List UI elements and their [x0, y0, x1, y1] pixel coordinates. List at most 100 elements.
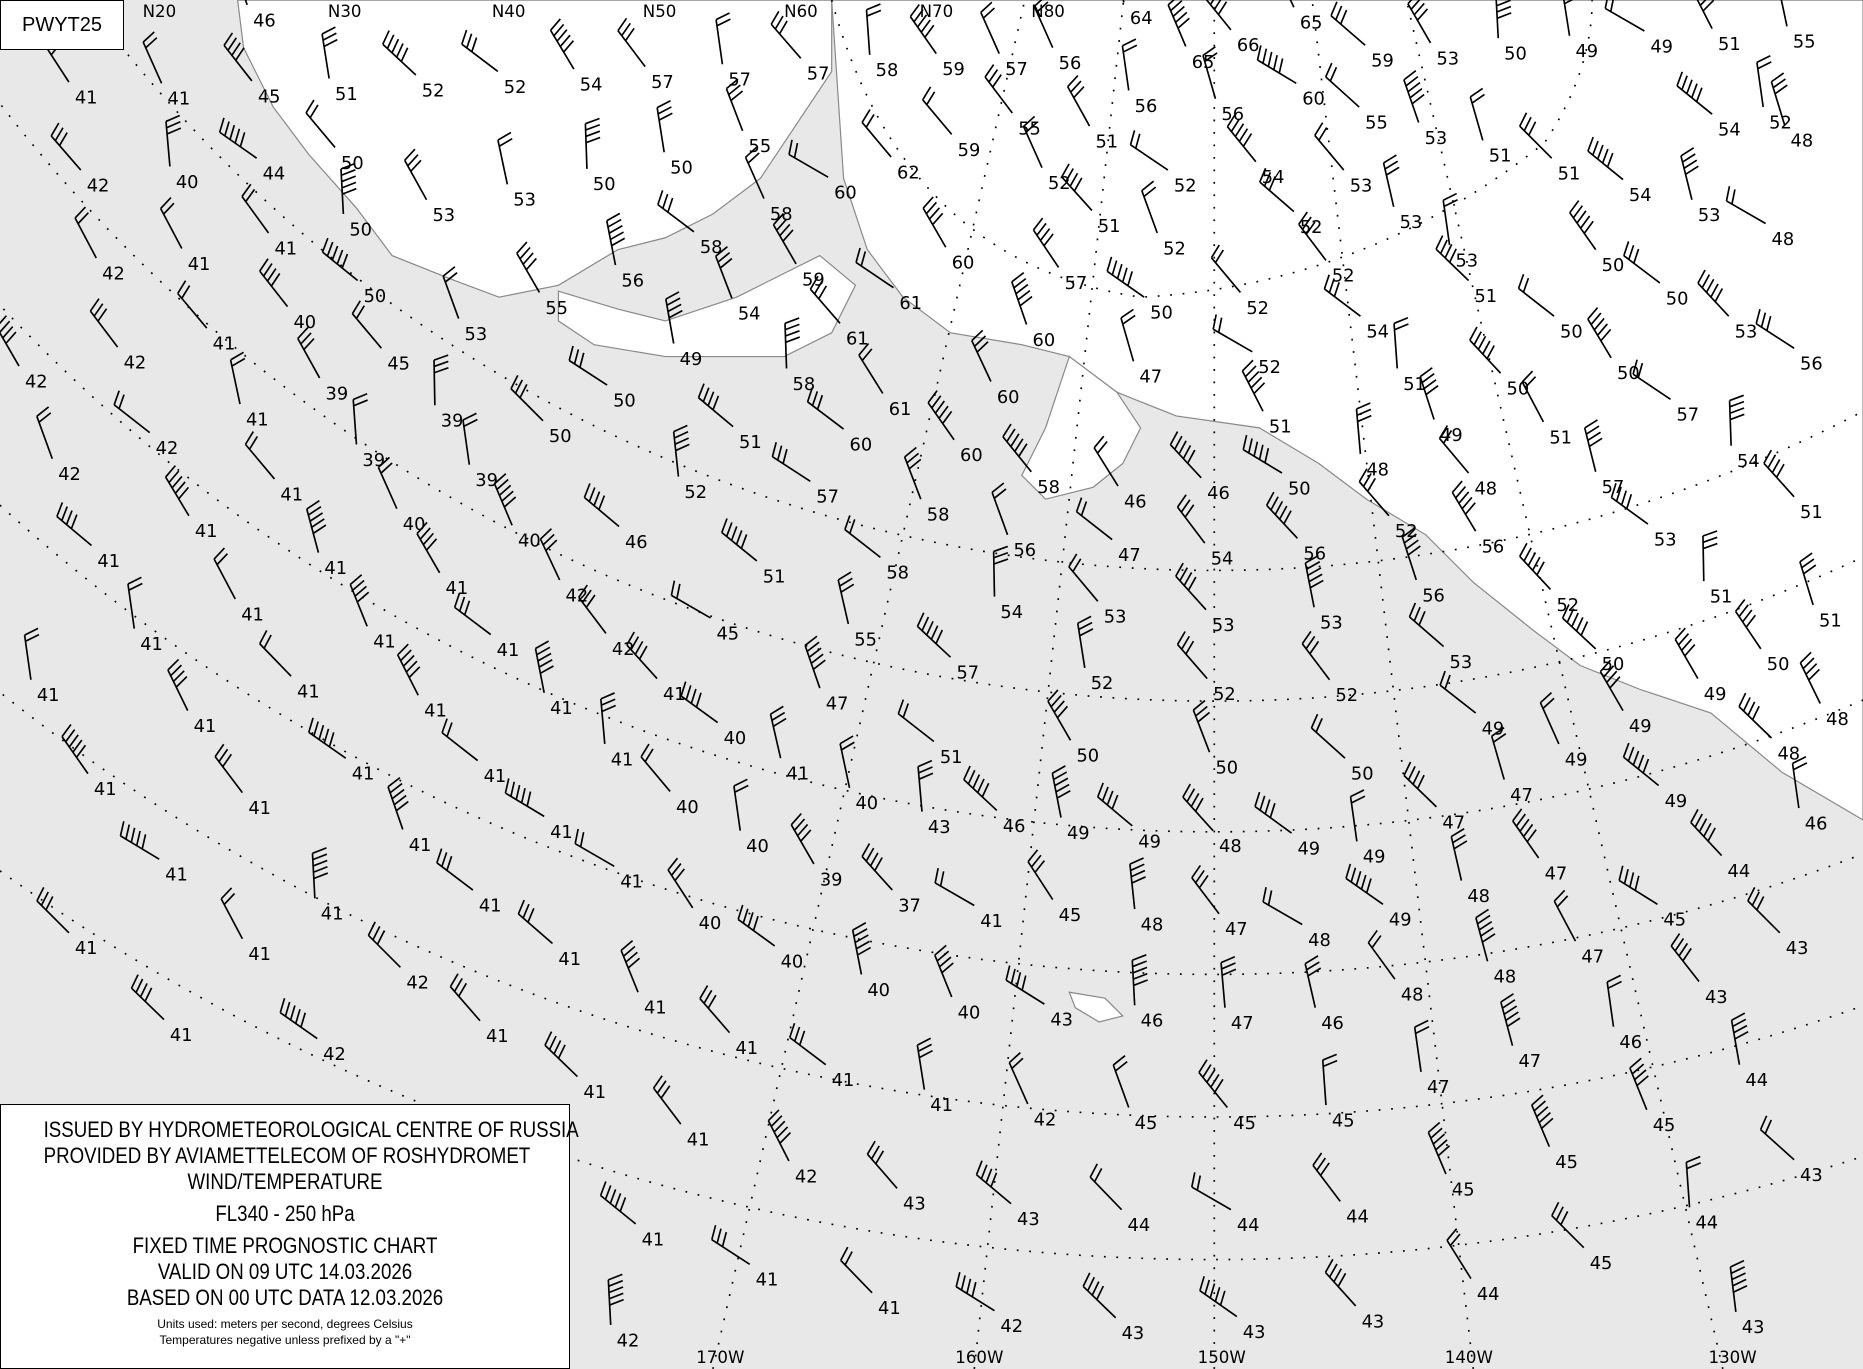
- temperature-label: 54: [1211, 548, 1234, 569]
- wind-barb: [607, 1273, 624, 1325]
- temperature-label: 47: [1118, 545, 1141, 566]
- axis-labels: N20 N30 N40 N50 N60 N70 N80 170W 160W 15…: [143, 2, 1757, 1367]
- temperature-label: 50: [364, 286, 387, 307]
- temperature-label: 51: [1095, 131, 1118, 152]
- wind-barb: [516, 241, 541, 293]
- wind-barb: [1519, 542, 1552, 591]
- temperature-label: 46: [1207, 483, 1230, 504]
- wind-barb: [578, 584, 607, 634]
- wind-barb: [297, 326, 321, 379]
- wind-barb: [1770, 72, 1788, 126]
- temperature-label: 52: [422, 80, 445, 101]
- wind-barb: [1093, 435, 1119, 487]
- temperature-label: 62: [897, 162, 920, 183]
- temperature-label: 41: [980, 911, 1003, 932]
- wind-barb: [1587, 136, 1624, 181]
- temperature-label: 51: [1474, 286, 1497, 307]
- temperature-label: 41: [446, 578, 469, 599]
- temperature-label: 41: [248, 798, 271, 819]
- temperature-label: 51: [940, 747, 963, 768]
- temperature-label: 48: [1219, 836, 1242, 857]
- temperature-label: 60: [1032, 330, 1055, 351]
- temperature-label: 52: [1556, 595, 1579, 616]
- temperature-label: 59: [958, 140, 981, 161]
- wind-barb: [549, 18, 575, 70]
- wind-barb: [784, 317, 801, 369]
- wind-barb: [1254, 791, 1292, 834]
- temperature-label: 41: [611, 749, 634, 770]
- temperature-label: 40: [724, 728, 747, 749]
- temperature-label: 51: [1710, 587, 1733, 608]
- temperature-label: 43: [1705, 987, 1728, 1008]
- temperature-label: 44: [1237, 1215, 1260, 1236]
- temperature-label: 52: [1163, 238, 1186, 259]
- temperature-label: 56: [1059, 53, 1082, 74]
- wind-barb: [1419, 367, 1439, 420]
- temperature-label: 41: [479, 895, 502, 916]
- temperature-label: 47: [1139, 367, 1162, 388]
- wind-barb: [657, 190, 695, 233]
- temperature-label: 51: [1558, 164, 1581, 185]
- wind-barb: [1451, 480, 1477, 532]
- temperature-label: 45: [1590, 1253, 1613, 1274]
- wind-barb: [1304, 955, 1322, 1008]
- temperature-label: 52: [1395, 521, 1418, 542]
- temperature-label: 52: [1769, 112, 1792, 133]
- wind-barb: [917, 759, 934, 812]
- temperature-label: 45: [387, 354, 410, 375]
- wind-barb: [1167, 0, 1190, 47]
- wind-barb: [497, 131, 513, 185]
- wind-barb: [1382, 154, 1400, 208]
- temperature-label: 47: [1581, 947, 1604, 968]
- temperature-label: 44: [1695, 1213, 1718, 1234]
- wind-barb: [921, 86, 953, 135]
- wind-barb: [1469, 87, 1485, 141]
- wind-barb: [721, 518, 758, 562]
- temperature-label: 41: [832, 1070, 855, 1091]
- temperature-label: 41: [168, 89, 191, 110]
- temperature-label: 50: [1507, 379, 1530, 400]
- wind-barb: [1324, 62, 1360, 108]
- wind-barb: [971, 329, 992, 382]
- wind-barb: [788, 139, 829, 178]
- wind-barb: [213, 547, 236, 600]
- temperature-label: 41: [140, 634, 163, 655]
- wind-barb: [544, 1031, 579, 1078]
- temperature-label: 42: [156, 438, 179, 459]
- temperature-label: 55: [854, 629, 877, 650]
- temperature-label: 47: [1442, 812, 1465, 833]
- wind-barb: [640, 743, 671, 792]
- wind-barb: [1011, 272, 1033, 325]
- temperature-label: 40: [293, 312, 316, 333]
- wind-barb: [1141, 180, 1159, 234]
- temperature-label: 56: [621, 270, 644, 291]
- wind-barb: [321, 26, 338, 79]
- wind-barb: [744, 146, 765, 199]
- temperature-label: 60: [850, 434, 873, 455]
- temperature-label: 58: [876, 60, 899, 81]
- wind-barb: [992, 545, 1009, 597]
- wind-barb: [1314, 122, 1345, 171]
- temperature-label: 57: [1602, 477, 1625, 498]
- wind-barb: [652, 1075, 682, 1125]
- temperature-label: 41: [321, 904, 344, 925]
- wind-barb: [534, 640, 554, 693]
- wind-barb: [1169, 431, 1202, 479]
- temperature-label: 53: [432, 205, 455, 226]
- temperature-label: 50: [1351, 764, 1374, 785]
- wind-barb: [809, 275, 841, 324]
- temperature-label: 46: [253, 10, 276, 31]
- temperature-label: 47: [1510, 785, 1533, 806]
- wind-barb: [1191, 1172, 1232, 1211]
- temperature-label: 53: [465, 324, 488, 345]
- temperature-label: 55: [545, 298, 568, 319]
- wind-barb: [670, 580, 711, 619]
- temperature-label: 65: [1300, 13, 1323, 34]
- wind-barb: [218, 117, 258, 159]
- wind-barb: [1349, 789, 1366, 842]
- wind-barb: [1604, 0, 1645, 32]
- wind-barb: [1008, 1051, 1029, 1105]
- temperature-label: 43: [1362, 1311, 1385, 1332]
- temperature-label: 39: [326, 383, 349, 404]
- wind-barb: [1632, 359, 1671, 401]
